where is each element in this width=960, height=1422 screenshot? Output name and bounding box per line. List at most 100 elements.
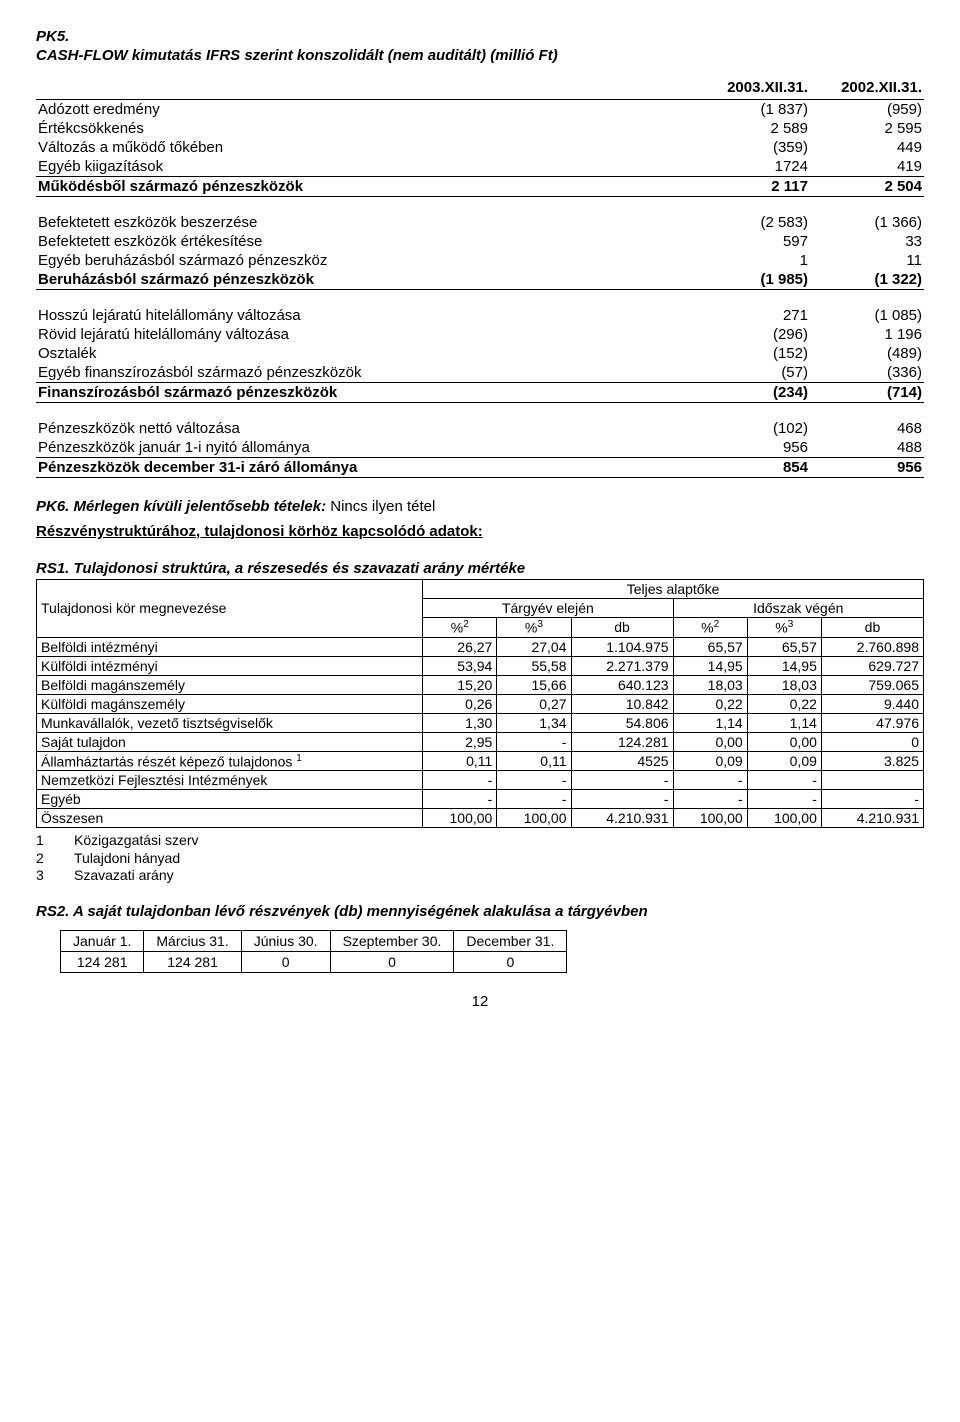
own-cell: - [497, 732, 571, 751]
own-cell: 0,11 [423, 751, 497, 771]
own-cell: - [673, 771, 747, 790]
rs2-value: 124 281 [144, 951, 241, 972]
own-cell: 0,00 [673, 732, 747, 751]
own-cell: 14,95 [673, 656, 747, 675]
own-row-name: Saját tulajdon [37, 732, 423, 751]
rs2-value: 0 [241, 951, 330, 972]
pk5-code: PK5. [36, 28, 924, 45]
own-cell: 0,11 [497, 751, 571, 771]
own-cell: - [747, 771, 821, 790]
own-row-name: Munkavállalók, vezető tisztségviselők [37, 713, 423, 732]
ownership-table: Tulajdonosi kör megnevezése Teljes alapt… [36, 579, 924, 828]
cf-row-label: Adózott eredmény [36, 100, 696, 120]
own-cell: 100,00 [673, 809, 747, 828]
own-cell: 100,00 [423, 809, 497, 828]
own-cell: 759.065 [821, 675, 923, 694]
rs2-header: Szeptember 30. [330, 930, 454, 951]
cashflow-table: 2003.XII.31. 2002.XII.31. Adózott eredmé… [36, 78, 924, 478]
own-cell: 15,20 [423, 675, 497, 694]
own-row-name: Külföldi magánszemély [37, 694, 423, 713]
own-cell: 26,27 [423, 637, 497, 656]
own-cell: 10.842 [571, 694, 673, 713]
own-cell: 629.727 [821, 656, 923, 675]
page-number: 12 [36, 993, 924, 1010]
own-cell: 4525 [571, 751, 673, 771]
rs2-header: Január 1. [61, 930, 144, 951]
rs2-header: December 31. [454, 930, 567, 951]
own-h-end: Időszak végén [673, 599, 923, 618]
footnote: 3Szavazati arány [36, 867, 924, 885]
own-cell: - [571, 790, 673, 809]
share-structure-heading: Részvénystruktúrához, tulajdonosi körhöz… [36, 523, 924, 540]
own-cell: 1,14 [673, 713, 747, 732]
own-cell: 0,22 [747, 694, 821, 713]
rs2-value: 0 [454, 951, 567, 972]
own-row-name: Belföldi magánszemély [37, 675, 423, 694]
own-cell: 0,27 [497, 694, 571, 713]
own-cell: 53,94 [423, 656, 497, 675]
own-cell: 3.825 [821, 751, 923, 771]
rs2-table: Január 1.Március 31.Június 30.Szeptember… [60, 930, 567, 973]
own-cell: 0,22 [673, 694, 747, 713]
own-cell: 2.271.379 [571, 656, 673, 675]
own-cell: 1,14 [747, 713, 821, 732]
rs1-footnotes: 1Közigazgatási szerv2Tulajdoni hányad3Sz… [36, 832, 924, 885]
own-cell: 27,04 [497, 637, 571, 656]
own-cell: 54.806 [571, 713, 673, 732]
own-h-pct2: %2 [673, 618, 747, 638]
own-h-total: Teljes alaptőke [423, 580, 924, 599]
own-row-name: Belföldi intézményi [37, 637, 423, 656]
own-cell: - [673, 790, 747, 809]
own-cell: 0,00 [747, 732, 821, 751]
own-cell: 4.210.931 [571, 809, 673, 828]
own-h-db: db [821, 618, 923, 638]
own-h-pct2: %2 [423, 618, 497, 638]
own-row-name: Nemzetközi Fejlesztési Intézmények [37, 771, 423, 790]
col-header: 2003.XII.31. [696, 78, 810, 100]
own-cell: 65,57 [747, 637, 821, 656]
own-cell: - [821, 790, 923, 809]
rs2-value: 0 [330, 951, 454, 972]
rs2-header: Június 30. [241, 930, 330, 951]
pk6-lead: PK6. Mérlegen kívüli jelentősebb tételek… [36, 498, 326, 515]
rs2-title: RS2. A saját tulajdonban lévő részvények… [36, 903, 924, 920]
own-h-pct3: %3 [747, 618, 821, 638]
own-cell: - [423, 771, 497, 790]
footnote: 2Tulajdoni hányad [36, 850, 924, 868]
own-cell: 100,00 [747, 809, 821, 828]
own-cell: 55,58 [497, 656, 571, 675]
rs1-title: RS1. Tulajdonosi struktúra, a részesedés… [36, 560, 924, 577]
own-cell: 1.104.975 [571, 637, 673, 656]
rs2-value: 124 281 [61, 951, 144, 972]
own-cell: 14,95 [747, 656, 821, 675]
own-cell: 9.440 [821, 694, 923, 713]
own-cell: 100,00 [497, 809, 571, 828]
own-cell: 18,03 [747, 675, 821, 694]
own-h-pct3: %3 [497, 618, 571, 638]
rs2-header: Március 31. [144, 930, 241, 951]
own-cell: 2.760.898 [821, 637, 923, 656]
own-cell [821, 771, 923, 790]
own-cell: 124.281 [571, 732, 673, 751]
pk5-title: CASH-FLOW kimutatás IFRS szerint konszol… [36, 47, 924, 64]
pk6-tail: Nincs ilyen tétel [326, 498, 435, 515]
own-cell: - [747, 790, 821, 809]
own-cell: 1,34 [497, 713, 571, 732]
own-cell: 15,66 [497, 675, 571, 694]
own-cell: - [497, 790, 571, 809]
own-h-start: Tárgyév elején [423, 599, 673, 618]
own-cell: - [571, 771, 673, 790]
own-row-name: Egyéb [37, 790, 423, 809]
own-row-name: Államháztartás részét képező tulajdonos … [37, 751, 423, 771]
own-h-owner: Tulajdonosi kör megnevezése [37, 580, 423, 638]
own-cell: 18,03 [673, 675, 747, 694]
own-row-name: Összesen [37, 809, 423, 828]
own-cell: - [423, 790, 497, 809]
own-cell: 2,95 [423, 732, 497, 751]
own-h-db: db [571, 618, 673, 638]
own-cell: 1,30 [423, 713, 497, 732]
own-cell: 0,09 [673, 751, 747, 771]
own-cell: 0,09 [747, 751, 821, 771]
own-cell: 65,57 [673, 637, 747, 656]
footnote: 1Közigazgatási szerv [36, 832, 924, 850]
